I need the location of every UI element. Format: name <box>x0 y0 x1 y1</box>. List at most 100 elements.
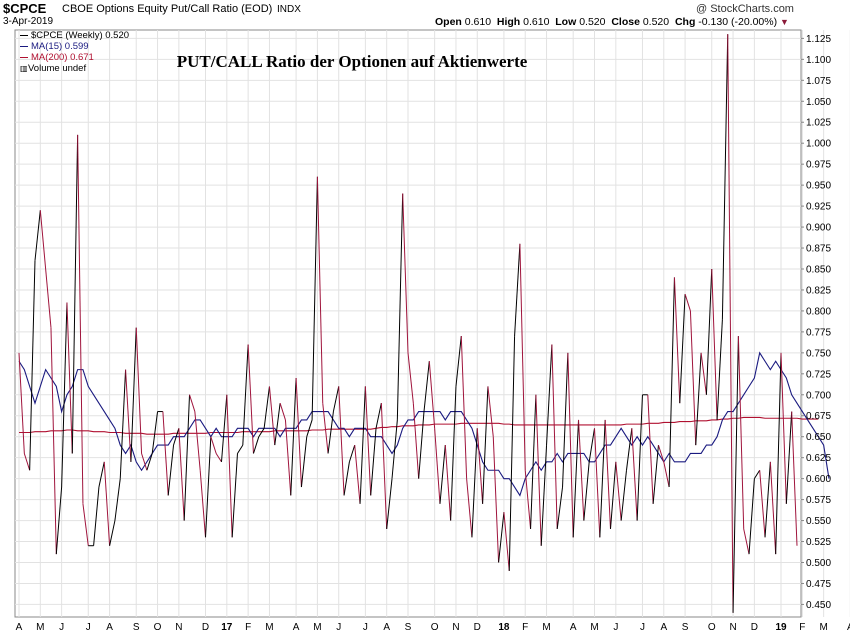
price-segment <box>652 445 659 504</box>
legend-price: $CPCE (Weekly) 0.520 <box>20 30 129 41</box>
price-segment <box>700 352 707 395</box>
open-value: 0.610 <box>464 16 492 28</box>
x-tick-label: J <box>640 622 645 633</box>
x-tick-label: 17 <box>221 622 233 633</box>
price-segment <box>23 453 31 471</box>
price-segment <box>673 277 681 404</box>
price-segment <box>178 428 185 521</box>
price-segment <box>18 352 25 454</box>
legend-ma200-swatch <box>20 56 28 58</box>
price-segment <box>210 436 217 454</box>
y-tick-label: 0.775 <box>806 327 831 338</box>
price-segment <box>508 336 516 571</box>
price-segment <box>556 486 564 530</box>
y-tick-label: 1.125 <box>806 34 831 45</box>
price-segment <box>82 503 89 546</box>
price-segment <box>444 445 452 521</box>
price-segment <box>135 327 143 454</box>
x-tick-label: O <box>431 622 439 633</box>
price-segment <box>199 470 207 538</box>
x-tick-label: M <box>313 622 321 633</box>
price-segment <box>625 428 633 471</box>
price-segment <box>386 478 393 530</box>
price-segment <box>407 352 414 404</box>
x-tick-label: O <box>154 622 162 633</box>
price-segment <box>780 352 787 504</box>
x-tick-label: A <box>660 622 667 633</box>
legend-ma200: MA(200) 0.671 <box>20 52 94 63</box>
price-segment <box>237 444 244 454</box>
price-segment <box>332 386 340 412</box>
down-arrow-icon: ▼ <box>780 17 789 27</box>
price-segment <box>753 469 761 479</box>
y-tick-label: 0.875 <box>806 244 831 255</box>
exchange-label: INDX <box>277 4 301 15</box>
y-tick-label: 0.850 <box>806 264 831 275</box>
price-segment <box>151 411 159 454</box>
x-tick-label: D <box>751 622 758 633</box>
price-segment <box>657 444 665 463</box>
price-segment <box>396 193 404 420</box>
price-segment <box>764 461 771 538</box>
price-segment <box>252 436 260 454</box>
price-segment <box>130 327 137 462</box>
x-tick-label: S <box>682 622 689 633</box>
price-segment <box>609 461 617 529</box>
price-segment <box>684 293 691 312</box>
price-segment <box>45 268 52 328</box>
price-segment <box>530 394 537 529</box>
price-segment <box>748 478 755 555</box>
close-value: 0.520 <box>642 16 670 28</box>
price-segment <box>450 386 457 521</box>
price-segment <box>412 403 420 479</box>
price-segment <box>711 268 718 420</box>
price-segment <box>769 461 777 555</box>
price-segment <box>61 302 68 488</box>
ma200-series <box>19 416 819 435</box>
y-tick-label: 0.500 <box>806 558 831 569</box>
x-tick-label: J <box>59 622 64 633</box>
price-segment <box>604 419 611 529</box>
y-tick-label: 0.675 <box>806 411 831 422</box>
x-tick-label: M <box>265 622 273 633</box>
chg-label: Chg <box>674 16 696 28</box>
price-segment <box>631 428 638 521</box>
price-segment <box>220 394 228 462</box>
price-segment <box>402 193 409 353</box>
price-segment <box>418 411 425 479</box>
brand-logo[interactable]: @ StockCharts.com <box>696 3 794 15</box>
x-tick-label: S <box>133 622 140 633</box>
price-segment <box>466 478 473 538</box>
price-segment <box>284 419 292 496</box>
chg-value: -0.130 (-20.00%) <box>698 16 778 28</box>
x-tick-label: A <box>16 622 23 633</box>
price-segment <box>391 419 398 479</box>
price-segment <box>679 294 686 404</box>
price-segment <box>34 210 41 261</box>
price-segment <box>173 428 180 446</box>
y-tick-label: 1.000 <box>806 139 831 150</box>
price-segment <box>727 34 734 613</box>
legend-price-label: $CPCE (Weekly) 0.520 <box>31 30 130 41</box>
y-tick-label: 0.750 <box>806 348 831 359</box>
price-segment <box>119 369 127 479</box>
low-label: Low <box>555 16 577 28</box>
price-segment <box>562 352 569 488</box>
price-segment <box>540 445 548 546</box>
y-tick-label: 0.700 <box>806 390 831 401</box>
price-segment <box>455 336 462 387</box>
price-segment <box>141 453 148 471</box>
price-segment <box>551 344 558 529</box>
close-label: Close <box>611 16 640 28</box>
price-segment <box>636 394 643 521</box>
price-segment <box>594 428 601 538</box>
y-tick-label: 0.575 <box>806 495 831 506</box>
price-segment <box>258 428 265 437</box>
ma200-line <box>19 416 819 435</box>
x-tick-label: N <box>452 622 459 633</box>
grid-lines <box>15 30 850 617</box>
price-segment <box>492 436 500 563</box>
price-segment <box>279 403 286 421</box>
price-segment <box>567 352 574 538</box>
